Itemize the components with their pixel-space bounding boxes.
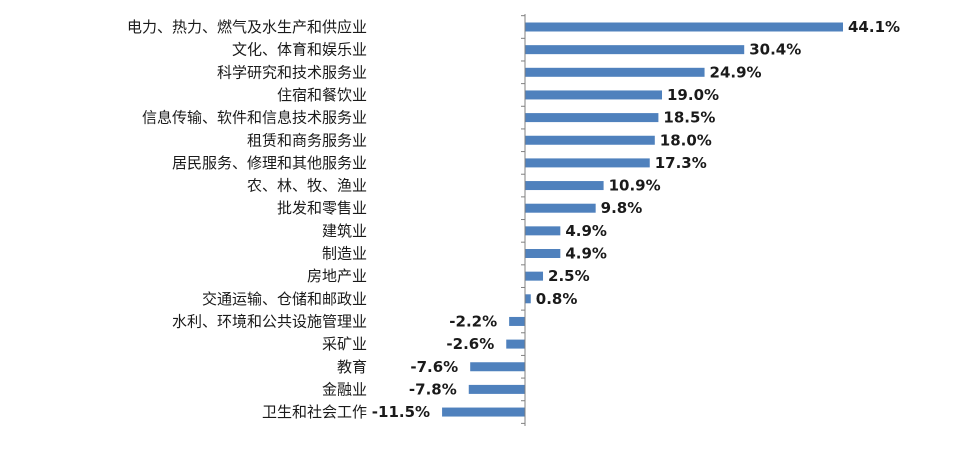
bar — [525, 158, 650, 168]
axis-ticks-group — [521, 15, 525, 424]
value-label: 24.9% — [710, 63, 762, 81]
bar — [509, 316, 525, 326]
value-label: -7.6% — [410, 358, 458, 376]
category-label: 农、林、牧、渔业 — [247, 177, 367, 195]
category-label: 金融业 — [322, 380, 367, 398]
bar — [470, 362, 525, 372]
bar — [525, 67, 705, 77]
bar — [468, 384, 525, 394]
value-label: -2.2% — [449, 312, 497, 330]
category-label: 文化、体育和娱乐业 — [232, 41, 367, 59]
category-label: 采矿业 — [322, 335, 367, 353]
value-label: 17.3% — [655, 154, 707, 172]
bar — [525, 271, 544, 281]
bar — [525, 22, 843, 32]
category-label: 租赁和商务服务业 — [247, 131, 367, 149]
bar — [525, 90, 663, 100]
bars-group — [442, 22, 843, 417]
value-label: -2.6% — [446, 335, 494, 353]
bar — [525, 226, 561, 236]
category-label: 卫生和社会工作 — [262, 403, 367, 421]
value-label: 18.5% — [663, 109, 715, 127]
category-label: 建筑业 — [322, 222, 367, 240]
value-label: 2.5% — [548, 267, 590, 285]
category-label: 信息传输、软件和信息技术服务业 — [142, 109, 367, 127]
value-label: 44.1% — [848, 18, 900, 36]
bar — [525, 135, 655, 145]
value-label: -7.8% — [409, 380, 457, 398]
category-label: 批发和零售业 — [277, 199, 367, 217]
bar — [442, 407, 525, 417]
value-label: 9.8% — [601, 199, 643, 217]
category-label: 教育 — [337, 358, 367, 376]
bar — [525, 249, 561, 258]
value-labels-group: 44.1% 30.4% 24.9% 19.0% 18.5% 18.0% 17.3% 10.9%… — [372, 18, 900, 421]
bar — [525, 181, 604, 191]
value-label: 4.9% — [565, 245, 607, 263]
category-label: 住宿和餐饮业 — [277, 86, 367, 104]
bar — [525, 45, 745, 55]
value-label: -11.5% — [372, 403, 430, 421]
value-label: 19.0% — [667, 86, 719, 104]
category-label: 房地产业 — [307, 267, 367, 285]
value-label: 0.8% — [536, 290, 578, 308]
category-label: 水利、环境和公共设施管理业 — [172, 312, 367, 330]
bar — [525, 294, 531, 304]
category-label: 科学研究和技术服务业 — [217, 63, 367, 81]
category-label: 电力、热力、燃气及水生产和供应业 — [127, 18, 367, 36]
bar — [506, 339, 525, 349]
value-label: 10.9% — [609, 177, 661, 195]
bar — [525, 113, 659, 123]
category-label: 制造业 — [322, 245, 367, 263]
category-label: 交通运输、仓储和邮政业 — [202, 290, 367, 308]
value-label: 18.0% — [660, 131, 712, 149]
bar — [525, 203, 596, 213]
value-label: 30.4% — [749, 41, 801, 59]
category-label: 居民服务、修理和其他服务业 — [172, 154, 367, 172]
category-labels-group: 电力、热力、燃气及水生产和供应业文化、体育和娱乐业科学研究和技术服务业住宿和餐饮… — [127, 18, 367, 421]
value-label: 4.9% — [565, 222, 607, 240]
